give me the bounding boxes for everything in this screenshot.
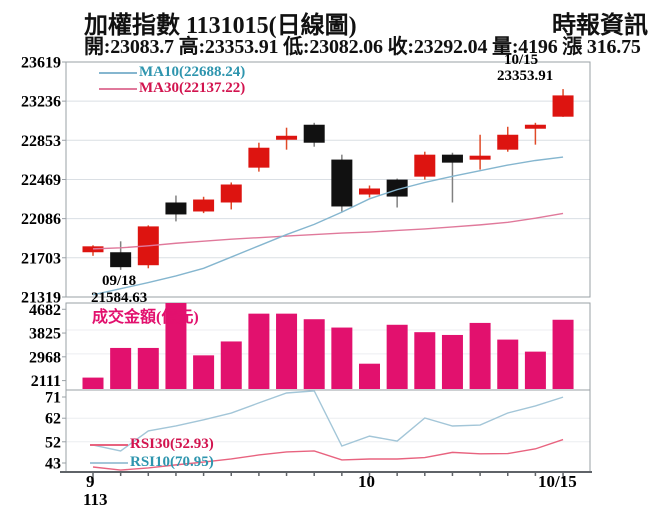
- rsi30-legend-label: RSI30(52.93): [130, 436, 214, 452]
- ma30-line-swatch: [99, 87, 137, 90]
- svg-text:22469: 22469: [21, 172, 61, 189]
- svg-text:4682: 4682: [29, 302, 61, 319]
- peak-value-annotation: 23353.91: [497, 68, 554, 84]
- svg-text:52: 52: [45, 434, 61, 451]
- ohlc-stats: 開:23083.7 高:23353.91 低:23082.06 收:23292.…: [84, 36, 641, 58]
- ma30-legend: MA30(22137.22): [99, 80, 245, 97]
- rsi10-legend-label: RSI10(70.95): [130, 454, 214, 470]
- svg-text:3825: 3825: [29, 326, 61, 343]
- rsi-lines: [92, 390, 564, 471]
- svg-text:71: 71: [45, 390, 61, 407]
- volume-panel-title: 成交金額(億元): [92, 309, 199, 326]
- x-axis-year-label: 113: [83, 490, 108, 509]
- candlesticks: [82, 89, 574, 270]
- x-axis-label-september: 9: [86, 472, 95, 491]
- ma10-legend: MA10(22688.24): [99, 64, 245, 81]
- rsi10-legend: RSI10(70.95): [90, 454, 214, 471]
- x-axis-label-october: 10: [358, 472, 375, 491]
- axes: [60, 61, 592, 479]
- rsi10-line-swatch: [90, 461, 128, 464]
- svg-text:2968: 2968: [29, 349, 61, 366]
- svg-text:43: 43: [45, 455, 61, 472]
- x-axis-label-oct15: 10/15: [538, 472, 577, 491]
- ma10-line-swatch: [99, 71, 137, 74]
- rsi30-legend: RSI30(52.93): [90, 436, 214, 453]
- moving-average-lines: [92, 156, 564, 296]
- source-label: 時報資訊: [552, 13, 648, 39]
- gridlines: [66, 100, 590, 443]
- rsi30-line-swatch: [90, 443, 128, 446]
- svg-text:21703: 21703: [21, 250, 61, 267]
- svg-text:22086: 22086: [21, 211, 61, 228]
- volume-bars: [82, 303, 574, 389]
- svg-text:2111: 2111: [31, 373, 61, 390]
- svg-text:21319: 21319: [21, 290, 61, 307]
- ma30-legend-label: MA30(22137.22): [139, 80, 246, 96]
- svg-text:62: 62: [45, 411, 61, 428]
- svg-text:23619: 23619: [21, 55, 61, 72]
- page-title: 加權指數 1131015(日線圖): [84, 13, 357, 39]
- peak-date-annotation: 10/15: [504, 52, 539, 68]
- svg-text:23236: 23236: [21, 94, 61, 111]
- low-value-annotation: 21584.63: [91, 290, 148, 306]
- low-date-annotation: 09/18: [102, 273, 137, 289]
- ma10-legend-label: MA10(22688.24): [139, 64, 246, 80]
- svg-text:22853: 22853: [21, 133, 61, 150]
